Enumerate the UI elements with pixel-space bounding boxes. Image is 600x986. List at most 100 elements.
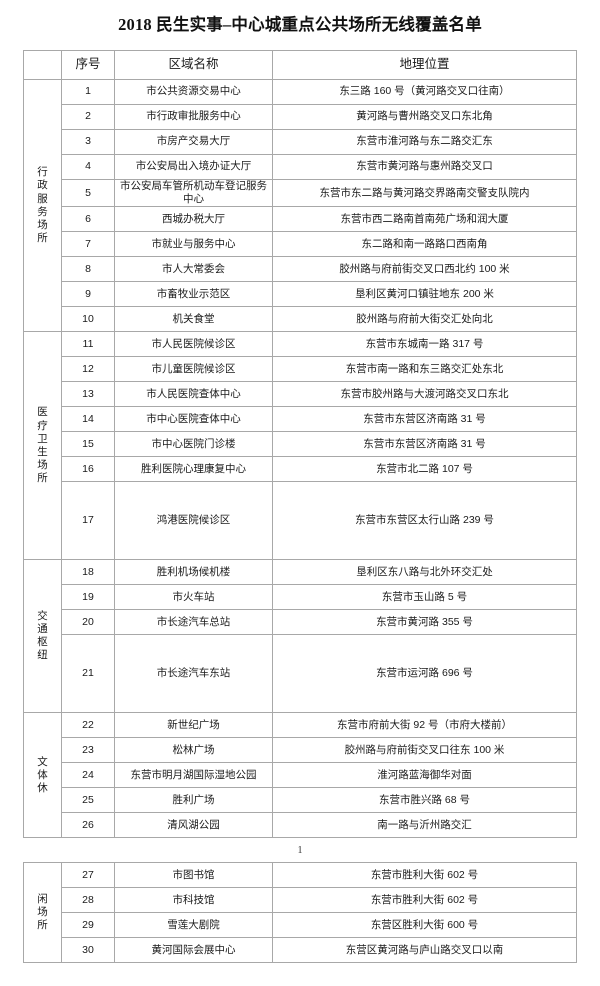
cell-location: 东营市淮河路与东二路交汇东 bbox=[272, 129, 577, 155]
cell-index: 8 bbox=[61, 256, 115, 283]
table-row: 23 松林广场 胶州路与府前街交叉口往东 100 米 bbox=[24, 737, 577, 764]
cell-location: 东营市胶州路与大渡河路交叉口东北 bbox=[272, 381, 577, 408]
continued-table-container: 闲场所 27 市图书馆 东营市胜利大街 602 号 28 市科技馆 东营市胜利大街 602 … bbox=[23, 862, 577, 964]
cell-venue-name: 市公安局出入境办证大厅 bbox=[114, 154, 273, 180]
cell-index: 13 bbox=[61, 381, 115, 408]
cell-location: 东营市北二路 107 号 bbox=[272, 456, 577, 483]
cell-venue-name: 机关食堂 bbox=[114, 306, 273, 333]
table-row: 21 市长途汽车东站 东营市运河路 696 号 bbox=[24, 634, 577, 714]
table-row: 28 市科技馆 东营市胜利大街 602 号 bbox=[24, 887, 577, 914]
table-row: 4 市公安局出入境办证大厅 东营市黄河路与惠州路交叉口 bbox=[24, 154, 577, 180]
cell-location: 东营市东营区太行山路 239 号 bbox=[272, 481, 577, 561]
cell-index: 19 bbox=[61, 584, 115, 611]
cell-index: 16 bbox=[61, 456, 115, 483]
table-row: 17 鸿港医院候诊区 东营市东营区太行山路 239 号 bbox=[24, 481, 577, 561]
category-char: 交 bbox=[37, 610, 48, 622]
category-label-3: 文体休 bbox=[23, 712, 62, 839]
category-char: 所 bbox=[37, 472, 48, 484]
cell-venue-name: 市房产交易大厅 bbox=[114, 129, 273, 155]
venue-listing-table-continued: 闲场所 27 市图书馆 东营市胜利大街 602 号 28 市科技馆 东营市胜利大街 602 … bbox=[23, 862, 577, 964]
cell-location: 黄河路与曹州路交叉口东北角 bbox=[272, 104, 577, 130]
category-label-0: 行政服务场所 bbox=[23, 78, 62, 333]
cell-location: 东营市运河路 696 号 bbox=[272, 634, 577, 714]
table-row: 29 雪莲大剧院 东营区胜利大街 600 号 bbox=[24, 912, 577, 939]
category-char: 场 bbox=[37, 218, 48, 231]
cell-venue-name: 市图书馆 bbox=[114, 862, 273, 889]
cell-index: 9 bbox=[61, 281, 115, 308]
cell-location: 东二路和南一路路口西南角 bbox=[272, 231, 577, 258]
category-char: 生 bbox=[37, 445, 48, 458]
category-char: 体 bbox=[37, 768, 48, 781]
table-row: 8 市人大常委会 胶州路与府前街交叉口西北约 100 米 bbox=[24, 256, 577, 283]
cell-index: 17 bbox=[61, 481, 115, 561]
cell-venue-name: 清风湖公园 bbox=[114, 812, 273, 839]
table-row: 文体休 22 新世纪广场 东营市府前大街 92 号（市府大楼前） bbox=[23, 712, 577, 839]
cell-venue-name: 东营市明月湖国际湿地公园 bbox=[114, 762, 273, 789]
cell-index: 6 bbox=[61, 206, 115, 233]
cell-venue-name: 市科技馆 bbox=[114, 887, 273, 914]
category-char: 卫 bbox=[37, 432, 48, 445]
cell-location: 垦利区黄河口镇驻地东 200 米 bbox=[272, 281, 577, 308]
category-char: 文 bbox=[37, 755, 48, 768]
cell-location: 胶州路与府前大街交汇处向北 bbox=[272, 306, 577, 333]
cell-index: 14 bbox=[61, 406, 115, 433]
cell-location: 东营市胜兴路 68 号 bbox=[272, 787, 577, 814]
table-row: 25 胜利广场 东营市胜兴路 68 号 bbox=[24, 787, 577, 814]
category-char: 场 bbox=[37, 458, 48, 471]
table-row: 24 东营市明月湖国际湿地公园 淮河路蓝海御华对面 bbox=[24, 762, 577, 789]
cell-location: 胶州路与府前街交叉口西北约 100 米 bbox=[272, 256, 577, 283]
cell-index: 25 bbox=[61, 787, 115, 814]
category-char: 通 bbox=[37, 623, 48, 636]
column-header-location: 地理位置 bbox=[272, 50, 577, 80]
table-row: 19 市火车站 东营市玉山路 5 号 bbox=[24, 584, 577, 611]
table-row: 2 市行政审批服务中心 黄河路与曹州路交叉口东北角 bbox=[24, 104, 577, 130]
category-char: 纽 bbox=[37, 649, 48, 662]
table-row: 20 市长途汽车总站 东营市黄河路 355 号 bbox=[24, 609, 577, 636]
category-char: 休 bbox=[37, 781, 48, 794]
category-char: 所 bbox=[37, 231, 48, 244]
main-table-container: 序号 区域名称 地理位置 行政服务场所 1 市公共资源交易中心 东三路 160 号（黄… bbox=[23, 50, 577, 839]
category-label-0: 闲场所 bbox=[23, 862, 62, 964]
table-row: 6 西城办税大厅 东营市西二路南首南苑广场和润大厦 bbox=[24, 206, 577, 233]
table-header-row: 序号 区域名称 地理位置 bbox=[23, 50, 577, 80]
cell-index: 22 bbox=[61, 712, 115, 739]
cell-venue-name: 胜利机场候机楼 bbox=[114, 559, 273, 586]
cell-venue-name: 市公安局车管所机动车登记服务中心 bbox=[114, 178, 273, 208]
table-row: 10 机关食堂 胶州路与府前大街交汇处向北 bbox=[24, 306, 577, 333]
column-header-index: 序号 bbox=[61, 50, 115, 80]
category-char: 行 bbox=[37, 166, 48, 179]
cell-venue-name: 市长途汽车总站 bbox=[114, 609, 273, 636]
cell-index: 23 bbox=[61, 737, 115, 764]
table-row: 5 市公安局车管所机动车登记服务中心 东营市东二路与黄河路交界路南交警支队院内 bbox=[24, 178, 577, 208]
cell-location: 东营市玉山路 5 号 bbox=[272, 584, 577, 611]
cell-venue-name: 胜利广场 bbox=[114, 787, 273, 814]
table-row: 14 市中心医院查体中心 东营市东营区济南路 31 号 bbox=[24, 406, 577, 433]
table-row: 7 市就业与服务中心 东二路和南一路路口西南角 bbox=[24, 231, 577, 258]
cell-venue-name: 市行政审批服务中心 bbox=[114, 104, 273, 130]
category-char: 枢 bbox=[37, 636, 48, 649]
cell-index: 20 bbox=[61, 609, 115, 636]
cell-venue-name: 黄河国际会展中心 bbox=[114, 937, 273, 964]
cell-location: 东营市东营区济南路 31 号 bbox=[272, 406, 577, 433]
cell-location: 东营市南一路和东三路交汇处东北 bbox=[272, 356, 577, 383]
column-header-name: 区域名称 bbox=[114, 50, 273, 80]
table-row: 9 市畜牧业示范区 垦利区黄河口镇驻地东 200 米 bbox=[24, 281, 577, 308]
cell-location: 南一路与沂州路交汇 bbox=[272, 812, 577, 839]
cell-venue-name: 市儿童医院候诊区 bbox=[114, 356, 273, 383]
table-row: 12 市儿童医院候诊区 东营市南一路和东三路交汇处东北 bbox=[24, 356, 577, 383]
cell-venue-name: 市中心医院查体中心 bbox=[114, 406, 273, 433]
table-row: 16 胜利医院心理康复中心 东营市北二路 107 号 bbox=[24, 456, 577, 483]
table-row: 行政服务场所 1 市公共资源交易中心 东三路 160 号（黄河路交叉口往南） bbox=[23, 78, 577, 333]
cell-venue-name: 鸿港医院候诊区 bbox=[114, 481, 273, 561]
cell-venue-name: 市长途汽车东站 bbox=[114, 634, 273, 714]
cell-location: 东营市西二路南首南苑广场和润大厦 bbox=[272, 206, 577, 233]
cell-location: 东营市东城南一路 317 号 bbox=[272, 331, 577, 358]
cell-index: 1 bbox=[61, 79, 115, 105]
table-row: 闲场所 27 市图书馆 东营市胜利大街 602 号 bbox=[23, 862, 577, 964]
cell-venue-name: 西城办税大厅 bbox=[114, 206, 273, 233]
cell-venue-name: 松林广场 bbox=[114, 737, 273, 764]
cell-venue-name: 市人民医院查体中心 bbox=[114, 381, 273, 408]
cell-index: 11 bbox=[61, 331, 115, 358]
cell-location: 东营市府前大街 92 号（市府大楼前） bbox=[272, 712, 577, 739]
cell-location: 东三路 160 号（黄河路交叉口往南） bbox=[272, 79, 577, 105]
